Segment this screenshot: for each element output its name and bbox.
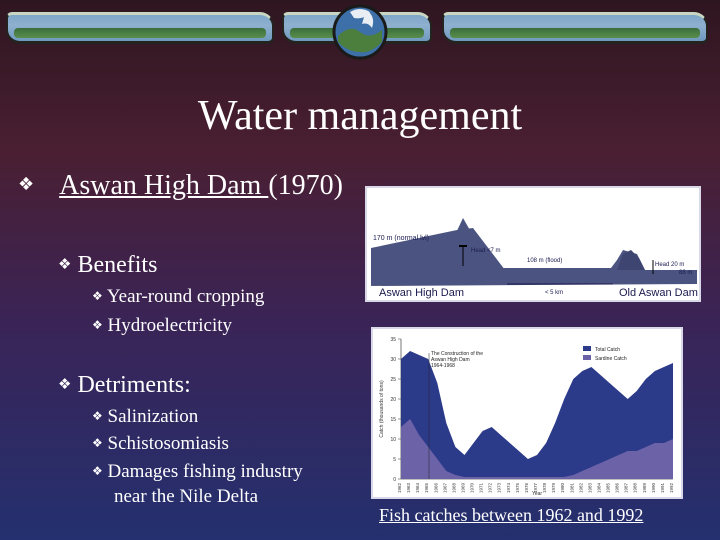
x-tick-label: 1974 — [506, 483, 511, 494]
x-tick-label: 1987 — [624, 483, 629, 494]
x-tick-label: 1984 — [596, 483, 601, 494]
label-flood: 108 m (flood) — [527, 258, 562, 264]
detriment-label: Damages fishing industry — [107, 461, 303, 482]
y-tick-label: 20 — [390, 397, 396, 403]
bullet-detriments: ❖ Detriments: — [58, 372, 191, 399]
aswan-year: (1970) — [268, 170, 343, 201]
x-axis-label: Year — [532, 491, 542, 497]
x-tick-label: 1969 — [460, 483, 465, 494]
y-tick-label: 35 — [390, 337, 396, 343]
banner-plank-left — [6, 12, 274, 44]
y-axis-label: Catch (thousands of tons) — [379, 380, 385, 438]
x-tick-label: 1982 — [578, 483, 583, 494]
x-tick-label: 1978 — [542, 483, 547, 494]
dam-diagram-panel: 170 m (normal lvl) Head <7 m 108 m (floo… — [365, 186, 701, 302]
x-tick-label: 1981 — [569, 483, 574, 494]
detriment-item-cont: near the Nile Delta — [114, 486, 259, 507]
bullet-diamond-icon: ❖ — [18, 174, 35, 195]
bullet-diamond-icon: ❖ — [92, 464, 103, 478]
label-high-dam: Aswan High Dam — [379, 287, 464, 299]
old-dam-body — [617, 250, 645, 270]
y-tick-label: 25 — [390, 377, 396, 383]
series-area-total-catch — [401, 351, 673, 479]
label-head20: Head 20 m — [655, 262, 684, 268]
globe-icon — [332, 4, 388, 60]
chart-annotation: The Construction of the Aswan High Dam 196… — [431, 351, 483, 369]
label-top-level: 170 m (normal lvl) — [373, 235, 429, 242]
x-tick-label: 1970 — [470, 483, 475, 494]
label-head: Head <7 m — [471, 248, 501, 254]
bullet-aswan: ❖ Aswan High Dam (1970) — [18, 170, 343, 202]
benefit-label: Hydroelectricity — [107, 315, 233, 336]
benefit-label: Year-round cropping — [106, 286, 265, 307]
bullet-diamond-icon: ❖ — [92, 409, 103, 423]
detriment-item: ❖ Salinization — [92, 406, 198, 428]
x-tick-label: 1962 — [397, 483, 402, 494]
annotation-line: Aswan High Dam — [431, 357, 470, 363]
x-tick-label: 1977 — [533, 483, 538, 494]
y-tick-label: 0 — [393, 477, 396, 483]
bullet-diamond-icon: ❖ — [92, 289, 103, 303]
y-tick-label: 30 — [390, 357, 396, 363]
x-tick-label: 1983 — [587, 483, 592, 494]
banner-plank-right — [442, 12, 708, 44]
bullet-diamond-icon: ❖ — [92, 436, 103, 450]
x-tick-label: 1980 — [560, 483, 565, 494]
detriment-label: Schistosomiasis — [107, 433, 229, 454]
x-tick-label: 1988 — [633, 483, 638, 494]
x-tick-label: 1973 — [497, 483, 502, 494]
x-tick-label: 1985 — [606, 483, 611, 494]
annotation-line: The Construction of the — [431, 351, 483, 357]
detriment-item: ❖ Schistosomiasis — [92, 433, 229, 455]
x-tick-label: 1971 — [479, 483, 484, 494]
bullet-diamond-icon: ❖ — [92, 318, 103, 332]
series-area-sardine-catch — [401, 419, 673, 479]
detriment-item: ❖ Damages fishing industry — [92, 461, 303, 483]
x-tick-label: 1966 — [433, 483, 438, 494]
x-tick-label: 1976 — [524, 483, 529, 494]
x-tick-label: 1975 — [515, 483, 520, 494]
slide-title: Water management — [197, 93, 523, 139]
river-between — [371, 250, 697, 286]
bullet-diamond-icon: ❖ — [58, 375, 72, 393]
benefit-item: ❖ Hydroelectricity — [92, 315, 232, 337]
label-old-dam: Old Aswan Dam — [619, 287, 698, 299]
legend-swatch — [583, 346, 591, 351]
legend-label: Sardine Catch — [595, 356, 627, 362]
x-tick-label: 1979 — [551, 483, 556, 494]
x-tick-label: 1991 — [660, 483, 665, 494]
label-distance: < 5 km — [545, 290, 563, 296]
x-tick-label: 1965 — [424, 483, 429, 494]
x-tick-label: 1972 — [488, 483, 493, 494]
detriments-heading: Detriments: — [77, 372, 191, 398]
y-tick-label: 5 — [393, 457, 396, 463]
label-88m: 88 m — [679, 270, 692, 276]
annotation-line: 1964-1968 — [431, 363, 455, 369]
y-tick-label: 15 — [390, 417, 396, 423]
x-tick-label: 1986 — [615, 483, 620, 494]
x-tick-label: 1967 — [442, 483, 447, 494]
fish-catch-chart-panel: 0 5 10 15 20 25 30 35 1962 1963 1964 1965 1966 1967 19… — [371, 327, 683, 499]
x-tick-label: 1990 — [651, 483, 656, 494]
x-tick-label: 1964 — [415, 483, 420, 494]
dam-cross-section: 170 m (normal lvl) Head <7 m 108 m (floo… — [367, 188, 699, 300]
x-tick-label: 1989 — [642, 483, 647, 494]
aswan-dam-link[interactable]: Aswan High Dam — [59, 170, 269, 201]
legend-swatch — [583, 355, 591, 360]
x-tick-label: 1992 — [669, 483, 674, 494]
detriment-label: Salinization — [107, 406, 199, 427]
benefits-heading: Benefits — [77, 252, 158, 278]
chart-caption[interactable]: Fish catches between 1962 and 1992 — [379, 505, 644, 525]
bullet-diamond-icon: ❖ — [58, 255, 72, 273]
x-tick-label: 1968 — [451, 483, 456, 494]
y-tick-label: 10 — [390, 437, 396, 443]
bullet-benefits: ❖ Benefits — [58, 252, 157, 279]
legend-label: Total Catch — [595, 347, 620, 353]
fish-catch-chart: 0 5 10 15 20 25 30 35 1962 1963 1964 1965 1966 1967 19… — [373, 329, 681, 497]
x-tick-label: 1963 — [406, 483, 411, 494]
benefit-item: ❖ Year-round cropping — [92, 286, 264, 308]
